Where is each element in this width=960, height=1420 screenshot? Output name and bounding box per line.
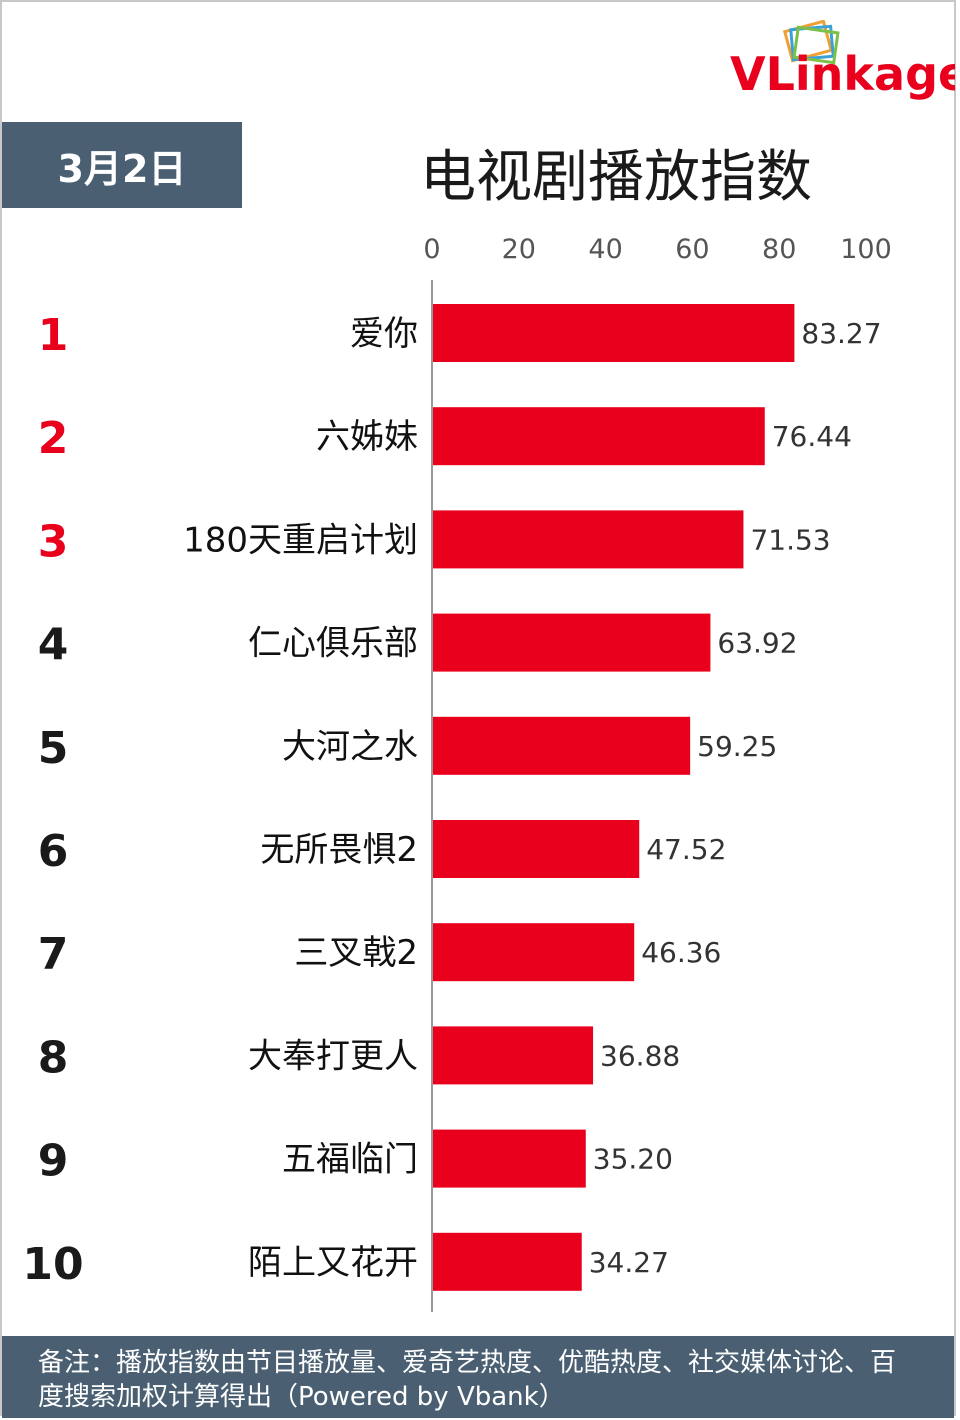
svg-text:VLinkage: VLinkage <box>730 47 955 101</box>
rank-number: 2 <box>38 413 69 464</box>
category-label: 仁心俱乐部 <box>248 624 418 664</box>
x-tick-label: 40 <box>588 234 622 265</box>
bar <box>433 716 691 775</box>
x-tick-label: 60 <box>675 234 709 265</box>
bar <box>433 407 765 466</box>
rank-number: 5 <box>38 723 69 774</box>
rank-number: 3 <box>38 516 69 567</box>
rank-number: 10 <box>22 1239 83 1290</box>
category-label: 大奉打更人 <box>248 1036 418 1076</box>
bar <box>433 1129 586 1188</box>
bar <box>433 1232 582 1291</box>
data-label: 34.27 <box>589 1246 669 1279</box>
category-label: 陌上又花开 <box>248 1243 418 1283</box>
rank-number: 8 <box>38 1032 69 1083</box>
data-label: 36.88 <box>600 1039 680 1072</box>
rank-number: 7 <box>38 929 69 980</box>
footer-note: 备注：播放指数由节目播放量、爱奇艺热度、优酷热度、社交媒体讨论、百度搜索加权计算… <box>2 1336 954 1418</box>
x-tick-label: 20 <box>502 234 536 265</box>
date-badge: 3月2日 <box>2 122 242 208</box>
x-tick-label: 80 <box>762 234 796 265</box>
data-label: 76.44 <box>772 420 852 453</box>
bar <box>433 304 795 362</box>
bar <box>433 510 744 569</box>
category-label: 大河之水 <box>282 727 418 767</box>
data-label: 59.25 <box>697 730 777 763</box>
rank-number: 4 <box>38 620 69 671</box>
logo-cards-icon <box>782 20 840 65</box>
bar <box>433 1026 594 1085</box>
logo-text-red: VLink <box>730 47 875 101</box>
category-label: 五福临门 <box>282 1140 418 1180</box>
category-label: 180天重启计划 <box>183 520 418 560</box>
data-label: 47.52 <box>646 833 726 866</box>
page-title: 电视剧播放指数 <box>420 145 812 210</box>
data-label: 46.36 <box>641 936 721 969</box>
x-tick-label: 100 <box>840 234 892 265</box>
category-label: 六姊妹 <box>316 417 418 457</box>
data-label: 71.53 <box>750 523 830 556</box>
x-tick-label: 0 <box>423 234 440 265</box>
rank-number: 6 <box>38 826 69 877</box>
category-label: 爱你 <box>350 314 418 354</box>
bar <box>433 613 711 672</box>
bar <box>433 820 640 878</box>
data-label: 63.92 <box>717 627 797 660</box>
rank-number: 1 <box>38 310 69 361</box>
category-label: 三叉戟2 <box>294 933 418 973</box>
rank-number: 9 <box>38 1136 69 1187</box>
data-label: 83.27 <box>801 317 881 350</box>
vlinkage-logo: VLinkage <box>730 20 955 101</box>
logo-text-grey: age <box>874 47 955 101</box>
bar <box>433 923 635 982</box>
data-label: 35.20 <box>593 1143 673 1176</box>
category-label: 无所畏惧2 <box>260 830 418 870</box>
bar-chart: 0 20 40 60 80 100 83.27 爱你 1 76.44 六姊妹 2 71.53 180天重启… <box>22 234 892 1312</box>
